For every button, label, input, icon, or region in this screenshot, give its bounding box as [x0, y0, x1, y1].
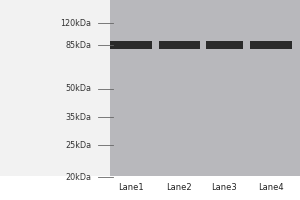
Bar — [0, 0, 110, 176]
Text: 120kDa: 120kDa — [61, 19, 92, 27]
Text: Lane2: Lane2 — [166, 184, 192, 192]
Bar — [110, 41, 152, 49]
Bar — [250, 41, 292, 49]
Text: 35kDa: 35kDa — [65, 112, 92, 121]
Text: Lane4: Lane4 — [258, 184, 283, 192]
Text: Lane3: Lane3 — [211, 184, 237, 192]
Bar — [206, 41, 243, 49]
Text: 20kDa: 20kDa — [65, 172, 92, 182]
Text: 25kDa: 25kDa — [65, 140, 92, 149]
Text: 85kDa: 85kDa — [65, 40, 92, 49]
Bar — [110, 0, 300, 176]
Text: Lane1: Lane1 — [118, 184, 144, 192]
Text: 50kDa: 50kDa — [65, 84, 92, 93]
Bar — [159, 41, 200, 49]
